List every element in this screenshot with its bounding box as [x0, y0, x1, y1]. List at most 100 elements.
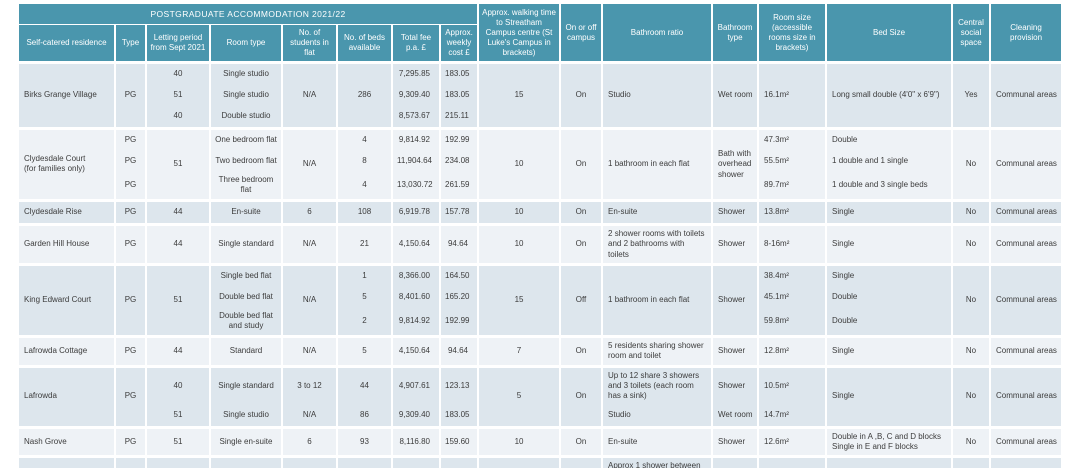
cell-room_size: 59.8m² [758, 307, 828, 338]
cell-social: No [952, 200, 992, 226]
cell-social: No [952, 264, 992, 338]
cell-beds: 5 [337, 336, 393, 368]
cell-residence: Nash Grove [19, 427, 116, 459]
cell-beds: 2 [337, 307, 393, 338]
header-bathroom-ratio: Bathroom ratio [602, 4, 714, 64]
cell-social: No [952, 336, 992, 368]
cell-type: PG [115, 366, 147, 429]
cell-campus: On [560, 62, 604, 130]
cell-residence: Lafrowda [19, 366, 116, 429]
cell-walk: 10 [478, 128, 562, 202]
cell-walk: 5 [478, 366, 562, 429]
cell-bath_type: Bath with overhead shower [712, 128, 760, 202]
cell-beds: 93 [337, 427, 393, 459]
cell-ratio: Up to 12 share 3 showers and 3 toilets (… [602, 366, 714, 405]
cell-letting: 51 [146, 85, 211, 106]
cell-weekly: 192.99 [440, 307, 480, 338]
header-labels-row: Self-catered residence Type Letting peri… [19, 24, 1062, 64]
cell-bed_size: 1 double and 1 single [826, 151, 954, 172]
accommodation-table: POSTGRADUATE ACCOMMODATION 2021/22 Appro… [19, 4, 1064, 468]
cell-cleaning: Communal areas [990, 456, 1064, 468]
cell-cleaning: Communal areas [990, 128, 1064, 202]
cell-fee: 9,309.40 [392, 404, 441, 429]
cell-weekly: 183.05 [440, 404, 480, 429]
cell-fee: 4,150.64 [392, 336, 441, 368]
header-beds-available: No. of beds available [337, 24, 393, 64]
cell-fee: 8,116.80 [392, 427, 441, 459]
cell-weekly: 94.64 [440, 224, 480, 266]
cell-bath_type: Shower [712, 264, 760, 338]
header-letting-period: Letting period from Sept 2021 [146, 24, 211, 64]
cell-bed_size: Single [826, 336, 954, 368]
cell-social: Yes [952, 62, 992, 130]
cell-students: N/A [282, 456, 338, 468]
cell-fee: 4,150.64 [392, 224, 441, 266]
table-row: Lafrowda PG 40 Single standard 3 to 12 44 4,90… [19, 366, 1064, 429]
table-row: Garden Hill House PG 44 Single standard N/A 2… [19, 224, 1064, 266]
cell-weekly: 94.64 [440, 456, 480, 468]
header-central-social-space: Central social space [952, 4, 992, 64]
cell-bed_size: Double [826, 286, 954, 308]
cell-students: N/A [282, 224, 338, 266]
cell-residence: Garden Hill House [19, 224, 116, 266]
cell-beds: 4 [337, 128, 393, 151]
cell-beds: 17 [337, 456, 393, 468]
cell-walk: 10 [478, 427, 562, 459]
header-room-type: Room type [210, 24, 283, 64]
cell-beds: 8 [337, 151, 393, 172]
cell-bed_size: Single [826, 366, 954, 429]
cell-weekly: 123.13 [440, 366, 480, 405]
cell-campus: Off [560, 456, 604, 468]
cell-fee: 9,814.92 [392, 307, 441, 338]
cell-students: 3 to 12 [282, 366, 338, 405]
cell-weekly: 165.20 [440, 286, 480, 308]
header-students-in-flat: No. of students in flat [282, 24, 338, 64]
cell-campus: Off [560, 264, 604, 338]
cell-room_size: 16.1m² [758, 62, 828, 130]
cell-walk: 15 [478, 62, 562, 130]
cell-fee: 4,907.61 [392, 366, 441, 405]
cell-room_type: One bedroom flat [210, 128, 283, 151]
cell-cleaning: Communal areas [990, 224, 1064, 266]
table-header: POSTGRADUATE ACCOMMODATION 2021/22 Appro… [19, 4, 1064, 64]
cell-beds: 44 [337, 366, 393, 405]
header-type: Type [115, 24, 147, 64]
cell-residence: Birks Grange Village [19, 62, 116, 130]
cell-residence: King Edward Court [19, 264, 116, 338]
cell-fee: 13,030.72 [392, 172, 441, 202]
cell-beds: 86 [337, 404, 393, 429]
cell-room_size: 14.7m² [758, 404, 828, 429]
cell-walk: 7 [478, 336, 562, 368]
cell-ratio: 1 bathroom in each flat [602, 128, 714, 202]
cell-room_type: En-suite [210, 200, 283, 226]
cell-room_type: Standard [210, 336, 283, 368]
cell-ratio: Studio [602, 62, 714, 130]
cell-letting: 51 [146, 404, 211, 429]
cell-type: PG [115, 264, 147, 338]
cell-room_size: 45.1m² [758, 286, 828, 308]
table-row: Clydesdale Court (for families only) PG 51… [19, 128, 1064, 202]
cell-residence: Clydesdale Court (for families only) [19, 128, 116, 202]
cell-residence: Clydesdale Rise [19, 200, 116, 226]
header-cleaning-provision: Cleaning provision [990, 4, 1064, 64]
cell-bath_type: Shower [712, 427, 760, 459]
cell-social: No [952, 427, 992, 459]
table-row: Lafrowda Cottage PG 44 Standard N/A 5 4,150.64… [19, 336, 1064, 368]
cell-type: PG [115, 224, 147, 266]
cell-fee: 9,309.40 [392, 85, 441, 106]
cell-bath_type: Shower [712, 366, 760, 405]
cell-campus: On [560, 128, 604, 202]
cell-type: PG [115, 151, 147, 172]
header-title-row: POSTGRADUATE ACCOMMODATION 2021/22 Appro… [19, 4, 1064, 64]
cell-bath_type: Shower [712, 456, 760, 468]
cell-residence: Lafrowda Cottage [19, 336, 116, 368]
cell-campus: On [560, 200, 604, 226]
cell-fee: 8,573.67 [392, 106, 441, 130]
cell-type: PG [115, 336, 147, 368]
cell-weekly: 261.59 [440, 172, 480, 202]
cell-room_type: Single en-suite [210, 427, 283, 459]
cell-ratio: En-suite [602, 427, 714, 459]
cell-ratio: 5 residents sharing shower room and toil… [602, 336, 714, 368]
cell-letting: 51 [146, 264, 211, 338]
cell-walk: 10 [478, 200, 562, 226]
